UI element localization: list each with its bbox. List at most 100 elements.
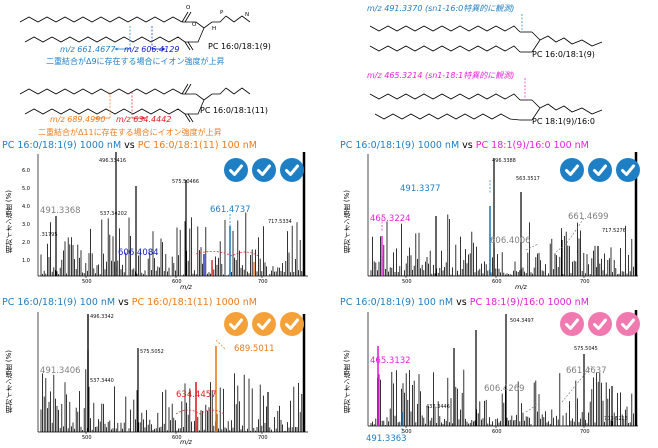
s1-name: PC 16:0/18:1(9) bbox=[208, 42, 271, 51]
s2-frag1-mz: m/z 689.4990 bbox=[50, 115, 106, 124]
panel4-check-icon bbox=[560, 312, 584, 336]
p4-label-465: 465.3132 bbox=[370, 356, 411, 366]
panel3-xlabel: m/z bbox=[180, 438, 192, 446]
panel3-check-icon bbox=[224, 312, 248, 336]
panel2-check-icon bbox=[560, 158, 584, 182]
panel2-title: PC 16:0/18:1(9) 1000 nM vs PC 18:1(9)/16… bbox=[340, 140, 589, 151]
x-tick-label: 700 bbox=[580, 279, 590, 285]
panel2-ylabel: 相対イオン強度 (%) bbox=[343, 190, 351, 254]
x-tick-label: 700 bbox=[258, 279, 268, 285]
peak-label: 537.34202 bbox=[100, 211, 127, 217]
y-tick-label: 4.0 bbox=[22, 204, 30, 210]
panel3-title: PC 16:0/18:1(9) 100 nM vs PC 16:0/18:1(1… bbox=[2, 297, 257, 308]
s3-name: PC 16:0/18:1(9) bbox=[532, 50, 595, 59]
p3-label-634: 634.4457 bbox=[176, 390, 217, 400]
leader-line bbox=[561, 365, 593, 403]
panel3-check-icon bbox=[280, 312, 304, 336]
p2-label-606: 606.4006 bbox=[490, 236, 531, 246]
p4-label-491: 491.3363 bbox=[366, 434, 407, 444]
panel4-title-a: PC 16:0/18:1(9) 100 nM bbox=[340, 297, 454, 308]
panel2-vs: vs bbox=[462, 140, 473, 151]
p2-label-465: 465.3224 bbox=[370, 214, 411, 224]
panel1-xlabel: m/z bbox=[180, 283, 192, 291]
peak-label: 575.50466 bbox=[172, 179, 199, 185]
s1-frag2-mz: m/z 606.4129 bbox=[124, 45, 180, 54]
peak-label: 703.5216 bbox=[604, 416, 628, 422]
peak-label: 496.33416 bbox=[99, 158, 126, 164]
atom-o: O bbox=[186, 5, 191, 11]
panel3-title-b: PC 16:0/18:1(11) 1000 nM bbox=[131, 297, 257, 308]
s4-name: PC 18:1(9)/16:0 bbox=[532, 117, 595, 126]
x-tick-label: 600 bbox=[492, 429, 502, 435]
panel2-title-b: PC 18:1(9)/16:0 100 nM bbox=[475, 140, 589, 151]
panel1-title: PC 16:0/18:1(9) 1000 nM vs PC 16:0/18:1(… bbox=[2, 140, 257, 151]
x-tick-label: 600 bbox=[172, 279, 182, 285]
panel4-spectrum: 500 600 700 504.3497 575.5045 437.3446 703.521… bbox=[367, 310, 638, 435]
peak-label: .31795 bbox=[40, 232, 58, 238]
s3-frag-label: m/z 491.3370 (sn1-16:0特異的に観測) bbox=[367, 4, 515, 13]
p2-label-491: 491.3377 bbox=[400, 184, 441, 194]
peak-label: 496.3388 bbox=[492, 158, 516, 164]
leader-line bbox=[175, 409, 225, 415]
x-tick-label: 500 bbox=[82, 435, 92, 441]
p1-label-661: 661.4737 bbox=[210, 205, 251, 215]
peak-label: 563.3517 bbox=[516, 176, 540, 182]
structure-pc-16-0-18-1-11 bbox=[19, 83, 251, 123]
peak-label: 496.3342 bbox=[90, 314, 114, 320]
y-tick-label: 2.0 bbox=[22, 240, 30, 246]
panel1-vs: vs bbox=[124, 140, 135, 151]
leader-line bbox=[215, 339, 227, 351]
panel1-title-b: PC 16:0/18:1(11) 100 nM bbox=[137, 140, 257, 151]
structure-pc-16-0-18-1-9: O O P H N bbox=[19, 5, 251, 51]
peak-label: 504.3497 bbox=[510, 318, 534, 324]
peak-label: 437.3446 bbox=[426, 404, 450, 410]
leader-line bbox=[195, 251, 259, 257]
panel1-title-a: PC 16:0/18:1(9) 1000 nM bbox=[2, 140, 122, 151]
panel3-vs: vs bbox=[118, 297, 129, 308]
s1-note: 二重結合がΔ9に存在する場合にイオン強度が上昇 bbox=[46, 57, 225, 66]
panel2-xlabel: m/z bbox=[515, 283, 527, 291]
structure-pc-18-1-9-16-0 bbox=[369, 78, 603, 121]
panel2-check-icon bbox=[588, 158, 612, 182]
s4-frag-label: m/z 465.3214 (sn1-18:1特異的に観測) bbox=[367, 71, 515, 80]
panel1-spectrum: 500 600 700 496.33416 575.50466 537.34202 717.… bbox=[22, 152, 308, 285]
leader-line bbox=[555, 217, 585, 253]
peak-label: 575.5052 bbox=[140, 349, 164, 355]
p4-label-606: 606.4269 bbox=[484, 384, 525, 394]
atom-o: O bbox=[192, 22, 197, 28]
atom-h: H bbox=[212, 26, 216, 32]
panel1-check-icon bbox=[224, 158, 248, 182]
structure-pc-16-0-18-1-9-right bbox=[369, 14, 603, 53]
s2-frag2-mz: m/z 634.4442 bbox=[116, 115, 172, 124]
atom-p: P bbox=[220, 10, 224, 16]
x-tick-label: 600 bbox=[492, 279, 502, 285]
peak-label: 717.5276 bbox=[602, 228, 626, 234]
panel4-check-icon bbox=[588, 312, 612, 336]
peak-label: 537.3440 bbox=[90, 378, 114, 384]
p2-label-661: 661.4699 bbox=[568, 212, 609, 222]
x-tick-label: 500 bbox=[402, 429, 412, 435]
y-tick-label: 5.0 bbox=[22, 186, 30, 192]
panel3-title-a: PC 16:0/18:1(9) 100 nM bbox=[2, 297, 116, 308]
x-tick-label: 700 bbox=[580, 429, 590, 435]
panel1-ylabel: 相対イオン強度 (%) bbox=[5, 190, 13, 254]
panel4-title-b: PC 18:1(9)/16:0 1000 nM bbox=[469, 297, 589, 308]
peak-label: 717.5334 bbox=[268, 219, 292, 225]
y-tick-label: 6.0 bbox=[22, 168, 30, 174]
x-tick-label: 600 bbox=[172, 435, 182, 441]
panel1-check-icon bbox=[280, 158, 304, 182]
panel4-check-icon bbox=[616, 312, 640, 336]
panel2-spectrum: 500 600 700 496.3388 563.3517 717.5276 bbox=[367, 152, 638, 285]
y-tick-label: 1.0 bbox=[22, 258, 30, 264]
panel4-vs: vs bbox=[456, 297, 467, 308]
s1-frag1-mz: m/z 661.4677 bbox=[60, 45, 116, 54]
panel2-title-a: PC 16:0/18:1(9) 1000 nM bbox=[340, 140, 460, 151]
x-tick-label: 500 bbox=[402, 279, 412, 285]
panel3-spectrum: 500 600 700 496.3342 575.5052 537.3440 bbox=[37, 312, 308, 441]
panel2-check-icon bbox=[616, 158, 640, 182]
p4-label-661: 661.4637 bbox=[566, 366, 607, 376]
panel3-ylabel: 相対イオン強度 (%) bbox=[5, 350, 13, 414]
x-tick-label: 700 bbox=[258, 435, 268, 441]
p1-label-606: 606.4084 bbox=[118, 248, 159, 258]
s2-note: 二重結合がΔ11に存在する場合にイオン強度が上昇 bbox=[38, 128, 222, 137]
